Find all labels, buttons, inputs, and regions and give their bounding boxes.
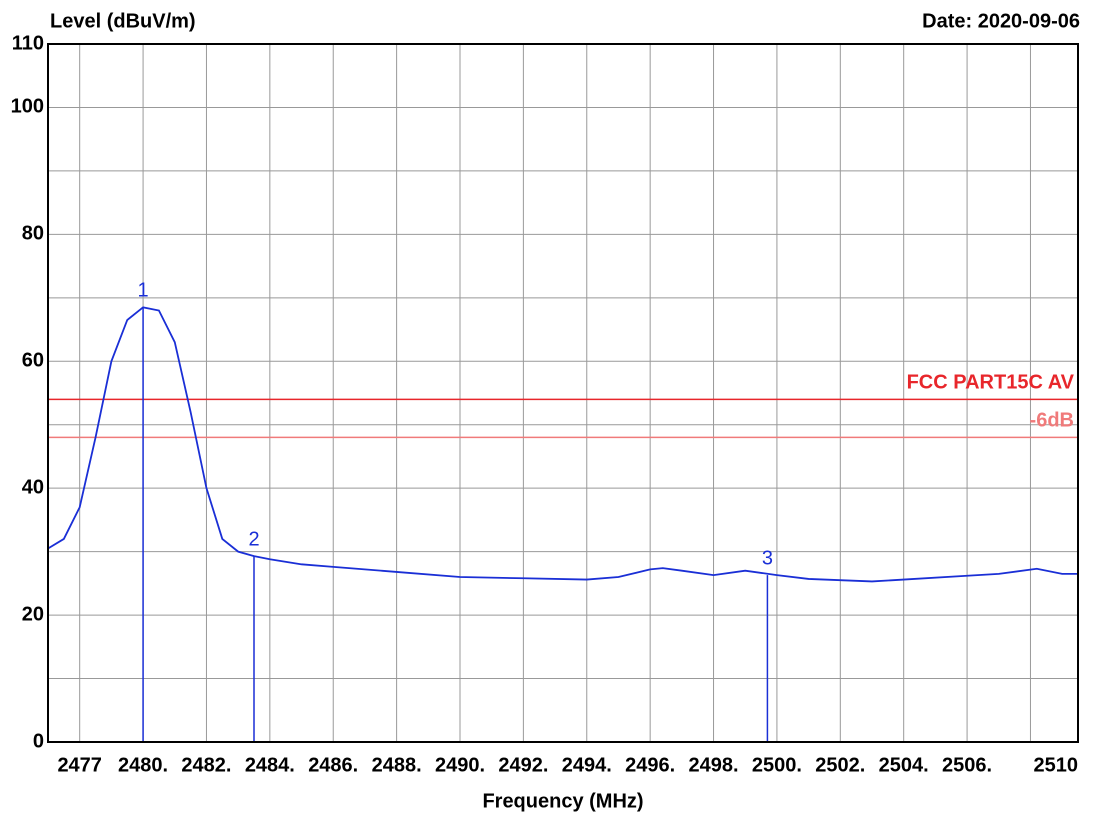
x-tick-label: 2498. — [689, 754, 739, 776]
x-tick-label: 2482. — [181, 754, 231, 776]
marker-label: 2 — [248, 528, 259, 550]
x-tick-label: 2494. — [562, 754, 612, 776]
y-tick-label: 20 — [22, 603, 44, 625]
x-tick-label: 2504. — [879, 754, 929, 776]
plot-frame — [47, 43, 1079, 743]
limit-label: -6dB — [1030, 410, 1074, 432]
y-tick-label: 100 — [11, 96, 44, 118]
x-tick-label: 2484. — [245, 754, 295, 776]
y-tick-label: 80 — [22, 223, 44, 245]
x-axis-title: Frequency (MHz) — [482, 790, 643, 812]
marker-label: 1 — [138, 280, 149, 302]
x-tick-label: 2486. — [308, 754, 358, 776]
date: Date: 2020-09-06 — [922, 10, 1080, 32]
x-tick-label: 2488. — [372, 754, 422, 776]
y-tick-label: 40 — [22, 476, 44, 498]
y-tick-label: 0 — [33, 730, 44, 752]
x-tick-label: 2492. — [498, 754, 548, 776]
x-tick-label: 2490. — [435, 754, 485, 776]
x-tick-label: 2510 — [1034, 754, 1079, 776]
x-tick-label: 2477 — [57, 754, 102, 776]
x-tick-label: 2480. — [118, 754, 168, 776]
marker-label: 3 — [762, 547, 773, 569]
y-tick-label: 60 — [22, 350, 44, 372]
y-tick-label: 110 — [12, 32, 44, 54]
trace-line — [47, 306, 1078, 583]
x-tick-label: 2500. — [752, 754, 802, 776]
limit-label: FCC PART15C AV — [907, 372, 1075, 394]
x-tick-label: 2506. — [942, 754, 992, 776]
x-tick-label: 2502. — [815, 754, 865, 776]
x-tick-label: 2496. — [625, 754, 675, 776]
y-axis-title: Level (dBuV/m) — [50, 10, 196, 32]
